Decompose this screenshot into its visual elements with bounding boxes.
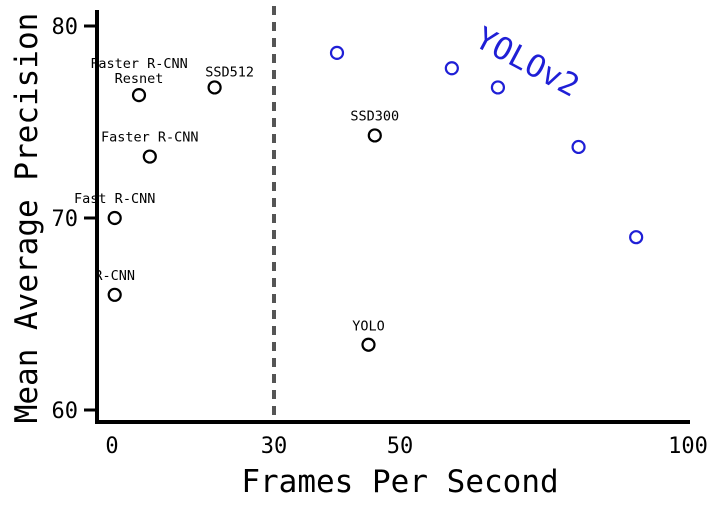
axes: 80 70 60 0 30 50 100 Frames Per Second M… — [9, 10, 708, 500]
data-point-1 — [107, 210, 122, 226]
point-label-1: Fast R-CNN — [74, 191, 155, 207]
data-point-0 — [107, 287, 122, 302]
y-tick-label-80: 80 — [52, 15, 79, 40]
point-label-line: SSD300 — [350, 108, 399, 124]
point-label-line: R-CNN — [94, 268, 135, 284]
data-point-6 — [361, 337, 376, 352]
x-axis-title: Frames Per Second — [241, 464, 558, 500]
point-label-line: Faster R-CNN — [101, 130, 199, 146]
point-label-line: Faster R-CNN — [90, 56, 188, 72]
y-tick-label-70: 70 — [52, 207, 79, 232]
point-label-3: Faster R-CNN Resnet — [90, 56, 188, 87]
x-tick-label-50: 50 — [387, 434, 414, 459]
data-point-yolov2-2 — [490, 80, 506, 95]
x-tick-label-0: 0 — [105, 434, 118, 459]
point-label-line: SSD512 — [205, 64, 254, 80]
data-point-yolov2-3 — [571, 139, 586, 155]
data-point-5 — [367, 128, 382, 143]
series-label-yolov2: YOLOv2 — [469, 20, 585, 104]
point-label-line: YOLO — [352, 319, 385, 335]
point-label-5: SSD300 — [350, 108, 399, 124]
point-label-0: R-CNN — [94, 268, 135, 284]
y-axis-title: Mean Average Precision — [9, 13, 45, 424]
x-tick-label-100: 100 — [668, 434, 708, 459]
y-tick-label-60: 60 — [52, 399, 79, 424]
data-point-yolov2-1 — [444, 61, 459, 76]
point-label-4: SSD512 — [205, 64, 254, 80]
data-point-yolov2-4 — [629, 230, 644, 245]
data-point-yolov2-0 — [329, 45, 345, 60]
point-label-line: Fast R-CNN — [74, 191, 155, 207]
data-point-2 — [142, 149, 157, 164]
point-label-2: Faster R-CNN — [101, 130, 199, 146]
x-tick-label-30: 30 — [261, 434, 288, 459]
point-label-line: Resnet — [115, 71, 164, 87]
point-label-6: YOLO — [352, 319, 385, 335]
data-point-3 — [131, 88, 147, 103]
data-point-4 — [207, 80, 222, 95]
